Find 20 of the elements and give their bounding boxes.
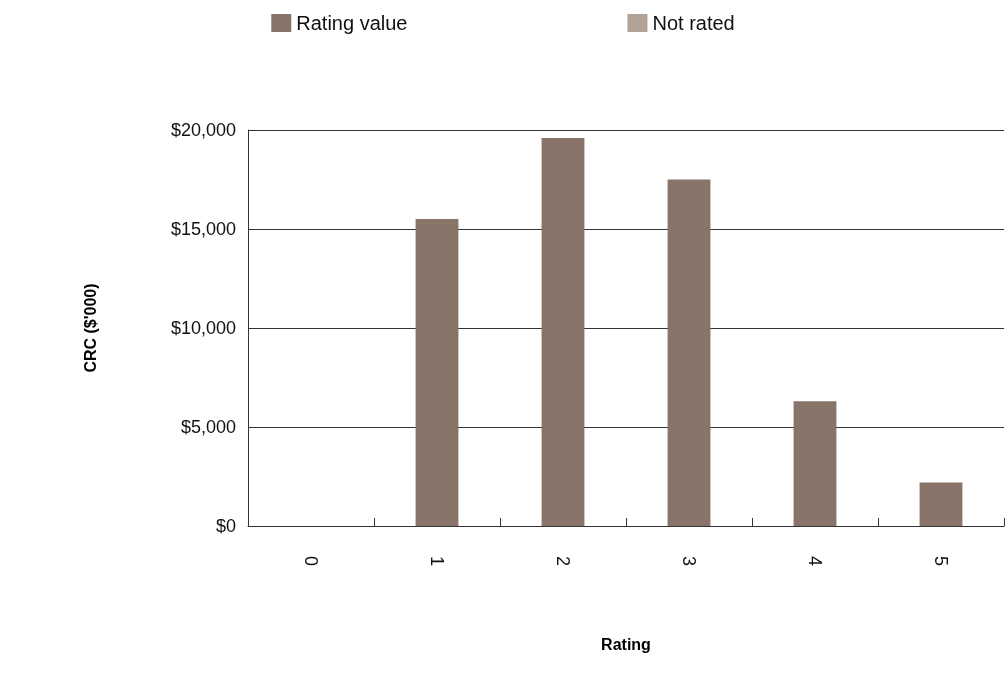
legend-label: Not rated <box>652 12 735 34</box>
y-tick-label: $5,000 <box>180 417 236 437</box>
x-tick-label: 4 <box>805 556 825 567</box>
bar <box>919 482 963 526</box>
y-tick-label: $10,000 <box>170 318 236 338</box>
bar <box>415 219 459 526</box>
bar <box>793 401 837 526</box>
x-axis-title: Rating <box>601 635 651 653</box>
y-tick-label: $20,000 <box>170 120 236 140</box>
y-tick-label: $15,000 <box>170 219 236 239</box>
bar <box>541 137 585 526</box>
x-tick-label: 2 <box>553 556 573 567</box>
legend-label: Rating value <box>296 12 408 34</box>
y-tick-label: $0 <box>215 516 236 536</box>
y-axis-title: CRC ($'000) <box>81 283 99 373</box>
x-tick-label: 1 <box>427 556 447 567</box>
x-tick-label: 3 <box>679 556 699 567</box>
bar <box>667 179 711 526</box>
x-tick-label: 5 <box>931 556 951 567</box>
x-tick-label: 0 <box>301 556 321 567</box>
